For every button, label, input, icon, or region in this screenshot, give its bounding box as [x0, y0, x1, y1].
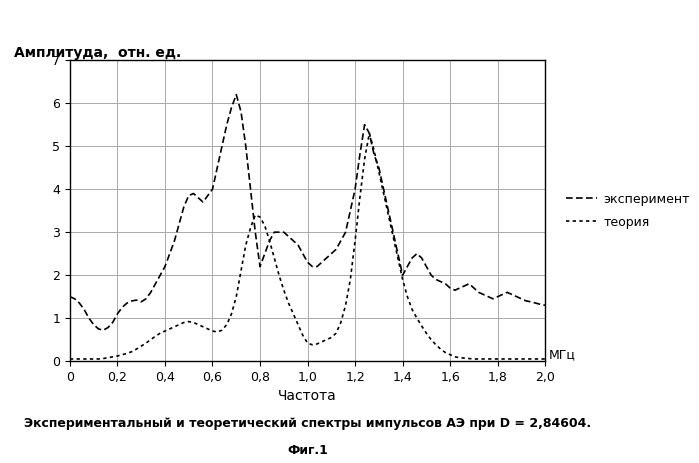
Text: Экспериментальный и теоретический спектры импульсов АЭ при D = 2,84604.: Экспериментальный и теоретический спектр… [24, 417, 591, 430]
теория [351, 238, 359, 244]
теория [403, 294, 412, 300]
эксперимент [541, 302, 549, 308]
эксперимент [361, 122, 369, 127]
эксперимент [294, 242, 302, 248]
эксперимент [232, 92, 240, 97]
Line: эксперимент: эксперимент [70, 94, 545, 330]
теория [365, 131, 373, 136]
теория [284, 300, 293, 306]
теория [66, 356, 74, 362]
Text: Амплитуда,  отн. ед.: Амплитуда, отн. ед. [14, 46, 181, 60]
теория [185, 319, 193, 325]
эксперимент [99, 327, 108, 333]
теория [427, 337, 435, 343]
Line: теория: теория [70, 133, 545, 359]
Text: Фиг.1: Фиг.1 [287, 444, 328, 457]
теория [99, 356, 108, 361]
эксперимент [189, 191, 198, 196]
Legend: эксперимент, теория: эксперимент, теория [561, 188, 695, 234]
теория [541, 356, 549, 362]
эксперимент [103, 325, 112, 331]
эксперимент [66, 294, 74, 300]
эксперимент [432, 277, 440, 282]
эксперимент [408, 255, 417, 261]
X-axis label: Частота: Частота [278, 389, 337, 403]
Text: МГц: МГц [549, 349, 575, 362]
